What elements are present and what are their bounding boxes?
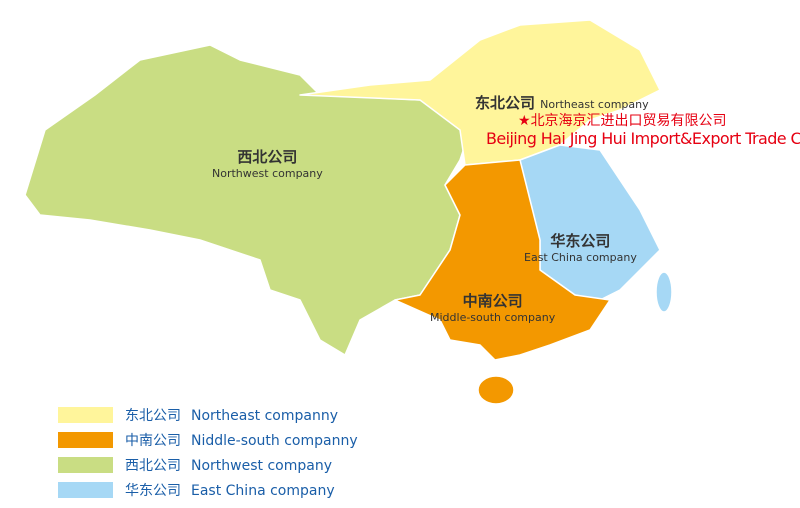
legend-swatch: [58, 406, 113, 423]
legend-item-northeast: 东北公司 Northeast companny: [58, 402, 368, 427]
legend-swatch: [58, 481, 113, 498]
label-northeast: 东北公司 Northeast company: [475, 94, 649, 112]
label-middle-south: 中南公司 Middle-south company: [430, 292, 556, 324]
legend-swatch: [58, 456, 113, 473]
legend-item-middle-south: 中南公司 Niddle-south companny: [58, 427, 368, 452]
label-northwest: 西北公司 Northwest company: [212, 148, 323, 180]
legend-swatch: [58, 431, 113, 448]
region-middle-south: [394, 159, 611, 361]
island-hainan: [477, 375, 515, 405]
legend: 东北公司 Northeast companny 中南公司 Niddle-south …: [58, 402, 368, 502]
company-name-cn: ★北京海京汇进出口贸易有限公司: [518, 113, 727, 129]
star-icon: ★: [518, 113, 531, 129]
company-name-en: Beijing Hai Jing Hui Import&Export Trade…: [486, 129, 800, 148]
region-northeast: [299, 19, 661, 166]
island-taiwan: [655, 271, 673, 313]
legend-item-northwest: 西北公司 Northwest company: [58, 452, 368, 477]
legend-item-east-china: 华东公司 East China company: [58, 477, 368, 502]
label-east-china: 华东公司 East China company: [524, 232, 637, 264]
